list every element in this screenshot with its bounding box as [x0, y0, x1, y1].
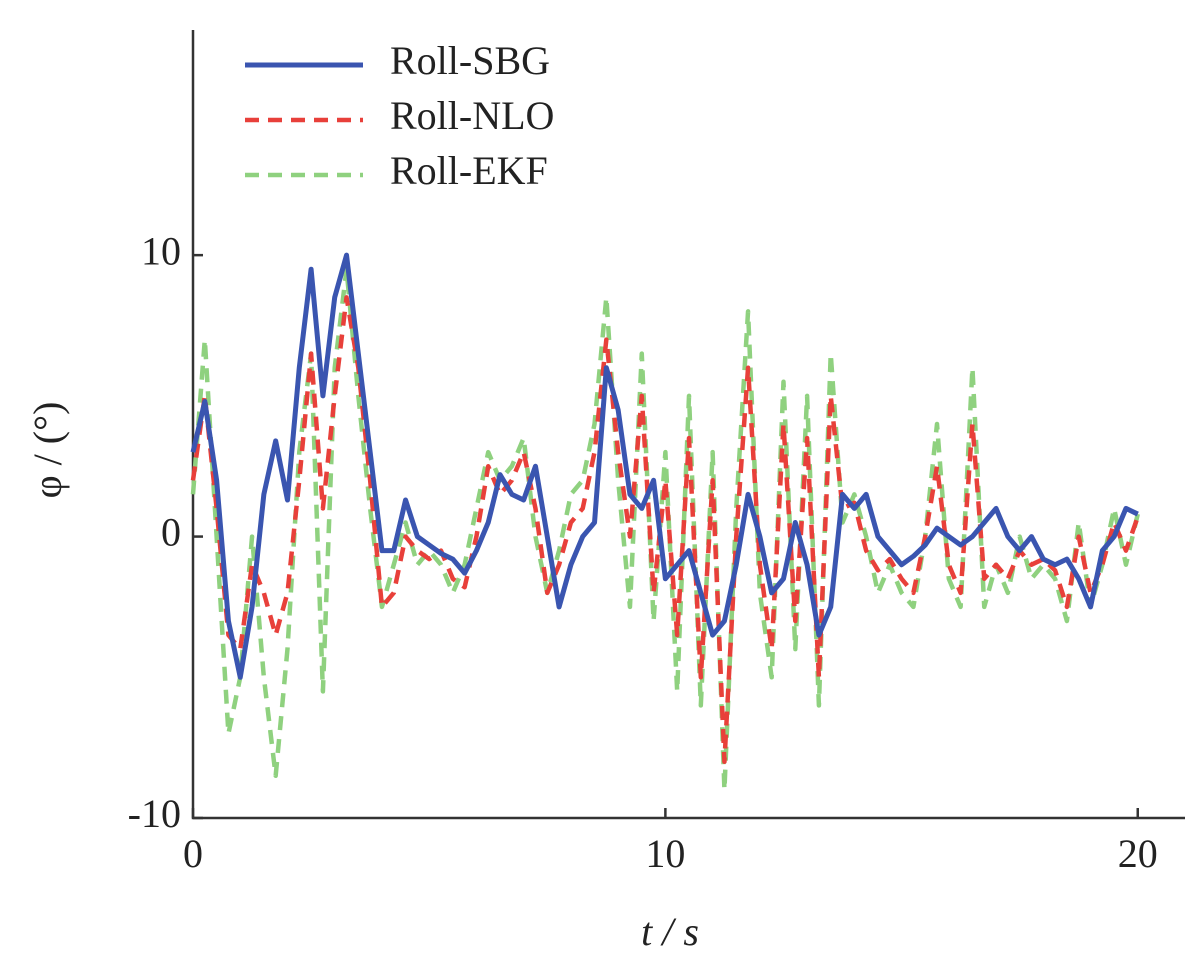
x-tick-label: 20 — [1118, 831, 1158, 876]
x-tick-label: 0 — [183, 831, 203, 876]
series-line — [190, 252, 1139, 680]
legend-label: Roll-EKF — [390, 148, 548, 193]
x-tick-label: 10 — [645, 831, 685, 876]
y-axis-label: φ / (°) — [25, 402, 70, 499]
y-tick-label: 10 — [141, 228, 181, 273]
series-line — [190, 266, 1140, 793]
legend-label: Roll-NLO — [390, 93, 554, 138]
y-tick-label: 0 — [161, 510, 181, 555]
x-axis-label: t / s — [641, 909, 699, 954]
legend-label: Roll-SBG — [390, 38, 550, 83]
y-tick-label: -10 — [128, 791, 181, 836]
